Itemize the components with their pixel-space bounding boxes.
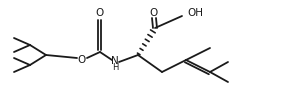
Text: OH: OH xyxy=(187,8,203,18)
Text: O: O xyxy=(78,55,86,65)
Text: O: O xyxy=(150,8,158,18)
Text: N: N xyxy=(111,56,119,66)
Text: O: O xyxy=(96,8,104,18)
Text: H: H xyxy=(112,64,118,72)
